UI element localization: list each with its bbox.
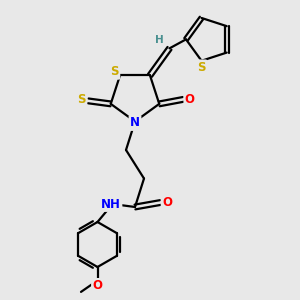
Text: O: O: [92, 279, 103, 292]
Text: H: H: [154, 35, 164, 45]
Text: NH: NH: [101, 197, 121, 211]
Text: S: S: [77, 93, 86, 106]
Text: S: S: [197, 61, 206, 74]
Text: S: S: [110, 65, 119, 78]
Text: N: N: [130, 116, 140, 130]
Text: O: O: [162, 196, 172, 209]
Text: O: O: [185, 93, 195, 106]
